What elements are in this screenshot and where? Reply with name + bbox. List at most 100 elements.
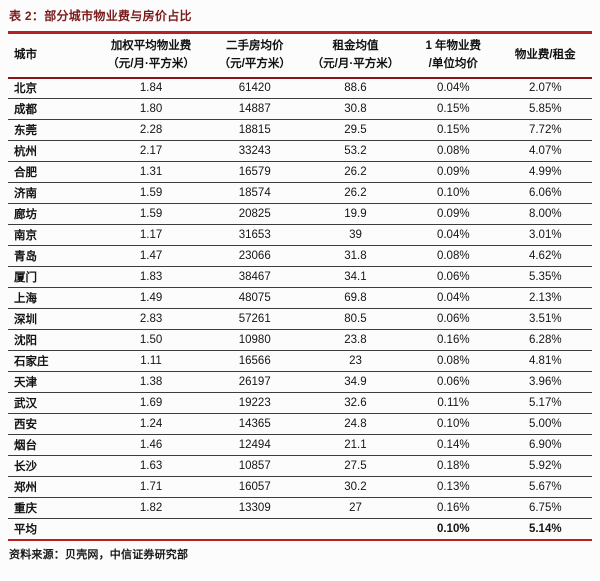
table-row: 合肥 1.31 16579 26.2 0.09% 4.99%	[8, 161, 592, 184]
table-row: 上海 1.49 48075 69.8 0.04% 2.13%	[8, 287, 592, 310]
report-table-figure: 表 2：部分城市物业费与房价占比 城市 加权平均物业费 （元/月·平方米）	[8, 4, 592, 561]
table-row: 郑州 1.71 16057 30.2 0.13% 5.67%	[8, 476, 592, 499]
cell-city: 石家庄	[8, 350, 96, 373]
column-header-avg-rent: 租金均值 （元/月·平方米）	[302, 34, 409, 79]
cell-avg-property-fee: 2.28	[95, 119, 207, 142]
cell-fee-to-price: 0.18%	[408, 455, 499, 478]
cell-avg-rent: 26.2	[302, 182, 409, 205]
cell-fee-to-price: 0.11%	[408, 392, 499, 415]
cell-secondhand-price: 38467	[206, 266, 303, 289]
cell-secondhand-price: 16057	[206, 476, 303, 499]
table-row: 北京 1.84 61420 88.6 0.04% 2.07%	[8, 77, 592, 100]
page-title: 表 2：部分城市物业费与房价占比	[8, 4, 592, 34]
cell-fee-to-rent: 5.35%	[498, 266, 592, 289]
cell-fee-to-price: 0.06%	[408, 308, 499, 331]
cell-city: 厦门	[8, 266, 96, 289]
cell-fee-to-price: 0.06%	[408, 371, 499, 394]
cell-city: 青岛	[8, 245, 96, 268]
cell-avg-rent: 34.1	[302, 266, 409, 289]
cell-fee-to-rent: 4.99%	[498, 161, 592, 184]
cell-city: 长沙	[8, 455, 96, 478]
cell-fee-to-price: 0.04%	[408, 77, 499, 100]
table-row: 西安 1.24 14365 24.8 0.10% 5.00%	[8, 413, 592, 436]
summary-row: 平均 0.10% 5.14%	[8, 518, 592, 541]
cell-city: 成都	[8, 98, 96, 121]
cell-fee-to-price: 0.16%	[408, 329, 499, 352]
cell-avg-rent: 53.2	[302, 140, 409, 163]
cell-city: 重庆	[8, 497, 96, 520]
header-row: 城市 加权平均物业费 （元/月·平方米） 二手房均价 （元/平方米） 租金均值 …	[8, 34, 592, 79]
table-row: 重庆 1.82 13309 27 0.16% 6.75%	[8, 497, 592, 520]
cell-avg-property-fee: 1.59	[95, 182, 207, 205]
cell-avg-property-fee: 1.47	[95, 245, 207, 268]
cell-fee-to-rent: 8.00%	[498, 203, 592, 226]
cell-secondhand-price: 18815	[206, 119, 303, 142]
cell-fee-to-rent: 6.90%	[498, 434, 592, 457]
column-header-unit: （元/平方米）	[218, 57, 291, 70]
cell-secondhand-price: 14887	[206, 98, 303, 121]
cell-city: 西安	[8, 413, 96, 436]
cell-fee-to-price: 0.09%	[408, 161, 499, 184]
cell-fee-to-rent: 2.13%	[498, 287, 592, 310]
cell-avg-property-fee: 1.11	[95, 350, 207, 373]
cell-secondhand-price: 18574	[206, 182, 303, 205]
table-row: 烟台 1.46 12494 21.1 0.14% 6.90%	[8, 434, 592, 457]
cell-avg-property-fee: 1.69	[95, 392, 207, 415]
cell-avg-property-fee: 1.80	[95, 98, 207, 121]
cell-city: 上海	[8, 287, 96, 310]
cell-secondhand-price: 19223	[206, 392, 303, 415]
column-header-label: 物业费/租金	[514, 48, 576, 61]
cell-avg-property-fee: 1.71	[95, 476, 207, 499]
cell-avg-rent	[302, 518, 409, 541]
column-header-label: 城市	[14, 48, 37, 61]
cell-city: 沈阳	[8, 329, 96, 352]
cell-avg-rent: 26.2	[302, 161, 409, 184]
cell-fee-to-price: 0.15%	[408, 119, 499, 142]
column-header-unit: （元/月·平方米）	[311, 57, 400, 70]
cell-city: 天津	[8, 371, 96, 394]
cell-avg-property-fee: 1.17	[95, 224, 207, 247]
table-row: 长沙 1.63 10857 27.5 0.18% 5.92%	[8, 455, 592, 478]
cell-avg-property-fee: 1.31	[95, 161, 207, 184]
cell-fee-to-rent: 4.62%	[498, 245, 592, 268]
column-header-fee-to-rent: 物业费/租金	[498, 34, 592, 79]
cell-avg-rent: 31.8	[302, 245, 409, 268]
cell-secondhand-price: 10980	[206, 329, 303, 352]
cell-avg-rent: 27.5	[302, 455, 409, 478]
cell-avg-property-fee	[95, 518, 207, 541]
cell-avg-property-fee: 1.46	[95, 434, 207, 457]
cell-secondhand-price	[206, 518, 303, 541]
cell-fee-to-rent: 5.67%	[498, 476, 592, 499]
cell-fee-to-rent: 6.06%	[498, 182, 592, 205]
cell-fee-to-rent: 6.75%	[498, 497, 592, 520]
cell-fee-to-price: 0.14%	[408, 434, 499, 457]
cell-fee-to-price: 0.16%	[408, 497, 499, 520]
cell-avg-property-fee: 1.49	[95, 287, 207, 310]
table-row: 武汉 1.69 19223 32.6 0.11% 5.17%	[8, 392, 592, 415]
cell-avg-property-fee: 1.59	[95, 203, 207, 226]
cell-secondhand-price: 33243	[206, 140, 303, 163]
table-row: 厦门 1.83 38467 34.1 0.06% 5.35%	[8, 266, 592, 289]
cell-fee-to-price: 0.04%	[408, 287, 499, 310]
cell-secondhand-price: 61420	[206, 77, 303, 100]
column-header-label: 租金均值	[332, 40, 379, 52]
cell-city: 深圳	[8, 308, 96, 331]
cell-fee-to-rent: 6.28%	[498, 329, 592, 352]
cell-fee-to-rent: 5.17%	[498, 392, 592, 415]
table-row: 天津 1.38 26197 34.9 0.06% 3.96%	[8, 371, 592, 394]
table-row: 深圳 2.83 57261 80.5 0.06% 3.51%	[8, 308, 592, 331]
cell-avg-rent: 34.9	[302, 371, 409, 394]
cell-city: 南京	[8, 224, 96, 247]
cell-secondhand-price: 16579	[206, 161, 303, 184]
cell-fee-to-price: 0.04%	[408, 224, 499, 247]
column-header-unit: /单位均价	[428, 57, 478, 70]
cell-secondhand-price: 14365	[206, 413, 303, 436]
cell-avg-rent: 32.6	[302, 392, 409, 415]
cell-city: 济南	[8, 182, 96, 205]
cell-avg-property-fee: 1.84	[95, 77, 207, 100]
cell-secondhand-price: 16566	[206, 350, 303, 373]
table-row: 廊坊 1.59 20825 19.9 0.09% 8.00%	[8, 203, 592, 226]
table-row: 沈阳 1.50 10980 23.8 0.16% 6.28%	[8, 329, 592, 352]
cell-avg-rent: 24.8	[302, 413, 409, 436]
cell-fee-to-rent: 5.00%	[498, 413, 592, 436]
